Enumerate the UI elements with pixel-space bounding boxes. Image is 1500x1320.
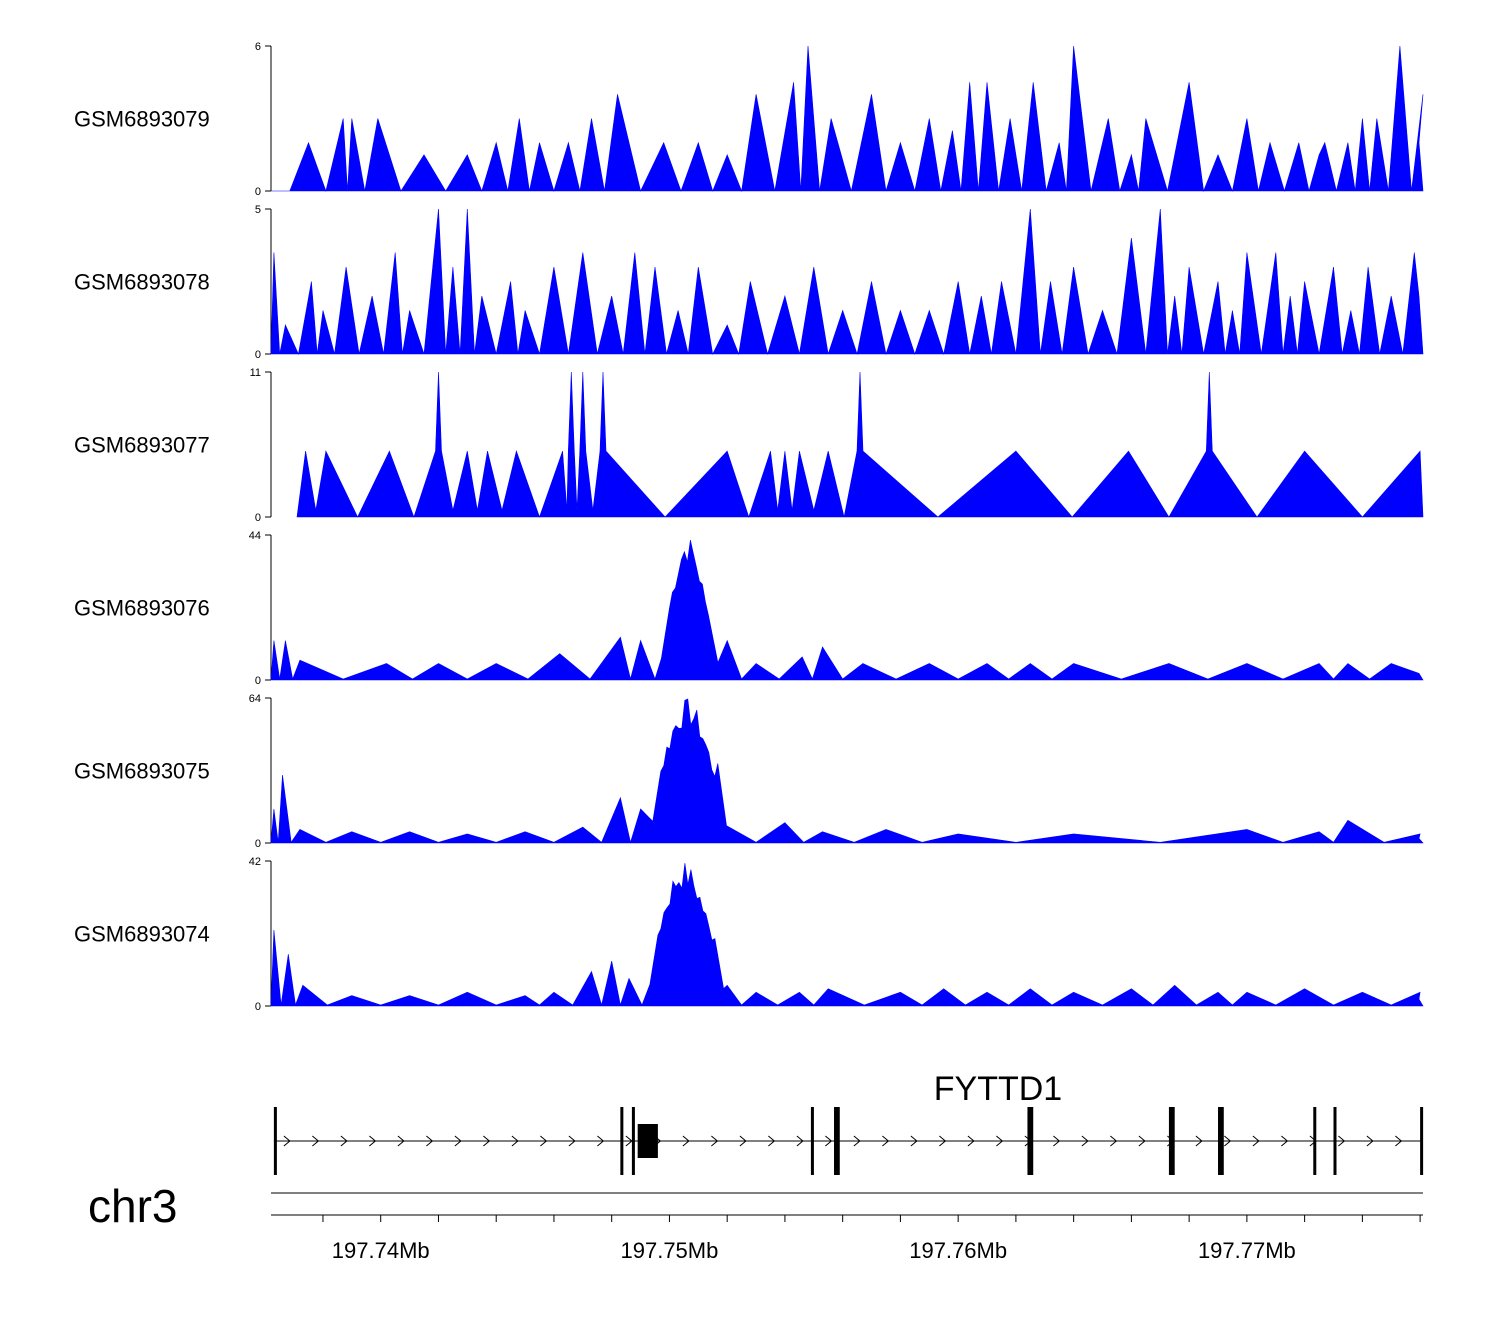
strand-arrow [483,1135,491,1147]
strand-arrow [1224,1135,1232,1147]
strand-arrow [1195,1135,1203,1147]
strand-arrow [825,1135,833,1147]
gene-exon [637,1124,658,1158]
y-axis-min-label: 0 [255,186,261,198]
gene-label: FYTTD1 [934,1070,1062,1108]
gene-exon [834,1107,840,1175]
coverage-area [270,540,1424,681]
coverage-area [271,45,1424,193]
strand-arrow [312,1135,320,1147]
gene-exon [1313,1107,1317,1175]
gene-exon [631,1107,635,1175]
strand-arrow [283,1135,291,1147]
genome-axis-tick-label: 197.74Mb [332,1238,430,1263]
gene-exon [1218,1107,1224,1175]
strand-arrow [910,1135,918,1147]
gene-exon [1027,1107,1034,1175]
strand-arrow [996,1135,1004,1147]
strand-arrow [1281,1135,1289,1147]
strand-arrow [454,1135,462,1147]
gene-track: FYTTD1 [273,1070,1424,1175]
strand-arrow [1338,1135,1346,1147]
coverage-area [296,371,1424,518]
genome-axis-tick-label: 197.77Mb [1198,1238,1296,1263]
track-GSM6893079: GSM6893079 6 0 [74,41,1424,198]
y-axis-min-label: 0 [255,838,261,850]
strand-arrow [711,1135,719,1147]
track-GSM6893076: GSM6893076 44 0 [74,530,1424,687]
y-axis-max-label: 64 [249,693,261,705]
strand-arrow [1252,1135,1260,1147]
strand-arrow [1395,1135,1403,1147]
strand-arrow [739,1135,747,1147]
track-label: GSM6893079 [74,107,210,132]
track-GSM6893077: GSM6893077 11 0 [74,367,1424,524]
strand-arrow [796,1135,804,1147]
track-GSM6893078: GSM6893078 5 0 [74,204,1424,361]
y-axis-max-label: 5 [255,204,261,216]
y-axis-min-label: 0 [255,512,261,524]
strand-arrow [882,1135,890,1147]
gene-exon [273,1107,277,1175]
genome-axis: chr3 197.74Mb 197.75Mb 197.76Mb 197.77Mb [88,1180,1423,1263]
track-label: GSM6893078 [74,270,210,295]
strand-arrow [1138,1135,1146,1147]
strand-arrow [340,1135,348,1147]
track-GSM6893074: GSM6893074 42 0 [74,856,1424,1013]
strand-arrow [625,1135,633,1147]
gene-exon [810,1107,814,1175]
strand-arrow [397,1135,405,1147]
strand-arrow [967,1135,975,1147]
genome-axis-tick-label: 197.76Mb [909,1238,1007,1263]
gene-exon [620,1107,624,1175]
y-axis-max-label: 11 [250,367,261,379]
track-label: GSM6893076 [74,596,210,621]
strand-arrow [568,1135,576,1147]
strand-arrow [426,1135,434,1147]
strand-arrow [682,1135,690,1147]
strand-arrow [369,1135,377,1147]
strand-arrow [768,1135,776,1147]
y-axis-min-label: 0 [255,349,261,361]
strand-arrow [1053,1135,1061,1147]
strand-arrow [597,1135,605,1147]
coverage-area [270,698,1424,844]
gene-exon [1168,1107,1175,1175]
track-label: GSM6893075 [74,759,210,784]
y-axis-min-label: 0 [255,1001,261,1013]
coverage-area [270,208,1424,356]
strand-arrow [540,1135,548,1147]
gene-exon [1420,1107,1424,1175]
strand-arrow [1110,1135,1118,1147]
track-GSM6893075: GSM6893075 64 0 [74,693,1424,850]
strand-arrow [511,1135,519,1147]
strand-arrow [1081,1135,1089,1147]
gene-exon [1333,1107,1337,1175]
y-axis-max-label: 6 [255,41,261,53]
track-label: GSM6893074 [74,922,210,947]
coverage-tracks: GSM689307960GSM689307850GSM6893077110GSM… [74,41,1424,1013]
y-axis-min-label: 0 [255,675,261,687]
strand-arrow [1366,1135,1374,1147]
strand-arrow [853,1135,861,1147]
y-axis-max-label: 44 [249,530,261,542]
genome-axis-tick-label: 197.75Mb [621,1238,719,1263]
track-label: GSM6893077 [74,433,210,458]
coverage-area [270,863,1424,1007]
chromosome-label: chr3 [88,1180,177,1232]
strand-arrow [939,1135,947,1147]
y-axis-max-label: 42 [249,856,261,868]
